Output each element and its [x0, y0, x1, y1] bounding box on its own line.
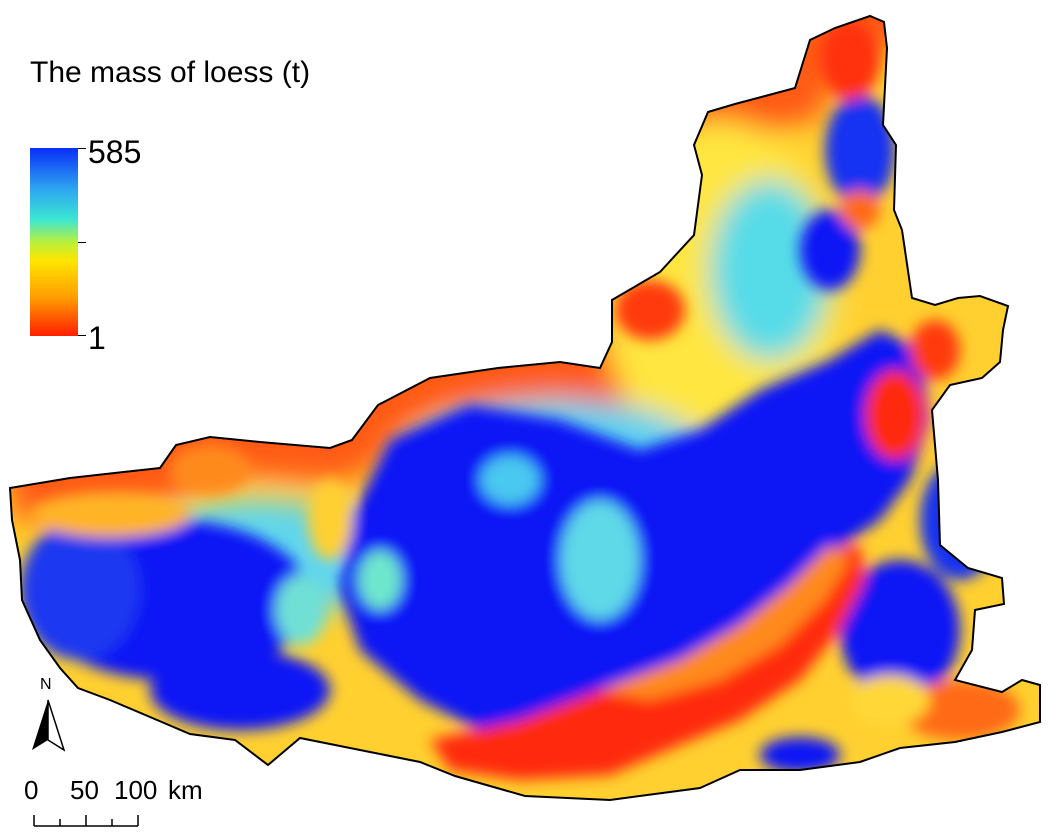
- north-arrow-label: N: [40, 676, 52, 693]
- legend-min-label: 1: [88, 320, 106, 356]
- north-arrow-icon: [32, 699, 66, 752]
- scale-label-0: 0: [24, 775, 39, 805]
- southeast-blue: [760, 737, 840, 773]
- core-high: [340, 330, 930, 730]
- east-red-tail: [910, 320, 960, 380]
- south-low-belt: [430, 545, 865, 780]
- legend-color-ramp: [30, 148, 78, 336]
- legend-max-label: 585: [88, 134, 142, 170]
- region-boundary: [8, 14, 1041, 802]
- north-red-left: [615, 280, 685, 340]
- west-yellow: [30, 493, 190, 537]
- north-cyan: [710, 180, 830, 360]
- scale-label-unit: km: [168, 775, 203, 805]
- southwest-blue: [150, 650, 330, 730]
- southeast-yellow: [850, 675, 930, 725]
- scale-bar: [33, 815, 139, 827]
- speckle-3: [275, 575, 325, 645]
- west-orange: [170, 445, 250, 495]
- speckle-4: [358, 550, 402, 610]
- speckle-2: [480, 455, 540, 505]
- north-blue-a: [825, 95, 895, 205]
- east-blue: [840, 560, 960, 700]
- east-red: [865, 370, 925, 460]
- north-red-mid: [840, 190, 880, 230]
- legend-tick-bottom: [78, 335, 86, 336]
- scale-label-50: 50: [70, 775, 99, 805]
- scale-label-100: 100: [114, 775, 158, 805]
- center-yellow: [308, 480, 352, 560]
- north-blue-b: [800, 210, 860, 290]
- southeast-orange: [900, 680, 1020, 740]
- legend-tick-mid: [78, 242, 86, 243]
- legend-title: The mass of loess (t): [30, 56, 311, 89]
- speckle-1: [560, 500, 640, 620]
- legend-tick-top: [78, 148, 86, 149]
- north-red-top: [820, 20, 880, 100]
- south-orange-edge: [600, 545, 850, 700]
- west-blue-2: [20, 520, 140, 660]
